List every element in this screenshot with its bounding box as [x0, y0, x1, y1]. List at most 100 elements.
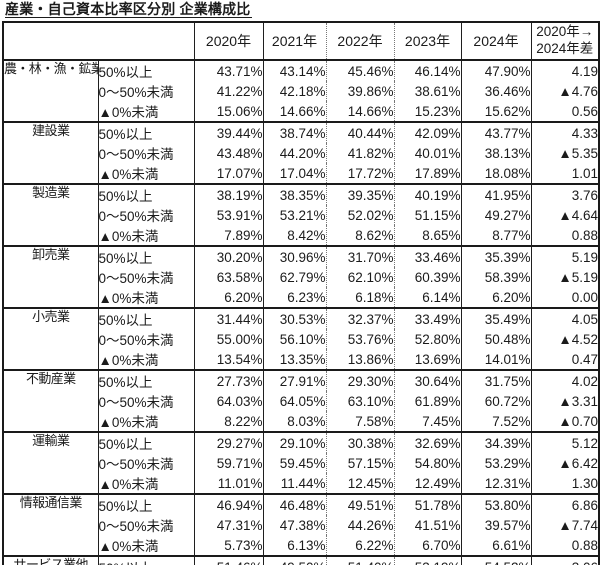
value-cell: 39.86% [325, 81, 394, 101]
value-cell: 36.46% [460, 81, 531, 101]
table-row: ▲0%未満 13.54% 13.35% 13.86% 13.69% 14.01% 0.47 [3, 349, 599, 370]
value-cell: 64.03% [193, 391, 263, 411]
category-cell: 0～50%未満 [97, 81, 194, 101]
diff-cell: ▲4.64 [530, 205, 599, 225]
value-cell: 53.21% [262, 205, 326, 225]
value-cell: 31.75% [460, 369, 531, 391]
title-row: 産業・自己資本比率区分別 企業構成比 [5, 2, 600, 18]
industry-cell: 不動産業 [3, 369, 98, 432]
value-cell: 41.22% [193, 81, 263, 101]
value-cell: 38.35% [262, 183, 326, 205]
diff-header-line2: 2024年差 [536, 41, 594, 56]
diff-cell: ▲0.70 [530, 411, 599, 432]
value-cell: 56.10% [262, 329, 326, 349]
value-cell: 29.30% [325, 369, 394, 391]
industry-equity-ratio-table: 2020年 2021年 2022年 2023年 2024年 2020年→ 202… [2, 21, 600, 565]
header-row: 2020年 2021年 2022年 2023年 2024年 2020年→ 202… [3, 22, 599, 61]
value-cell: 51.78% [393, 493, 461, 515]
table-row: サービス業他50%以上51.46%49.50%51.40%53.19%54.52… [3, 555, 599, 565]
col-header-2021: 2021年 [262, 22, 326, 61]
value-cell: 46.14% [393, 59, 461, 81]
category-cell: ▲0%未満 [97, 535, 194, 556]
value-cell: 38.13% [460, 143, 531, 163]
value-cell: 40.19% [393, 183, 461, 205]
table-row: 0～50%未満 63.58% 62.79% 62.10% 60.39% 58.39% ▲5.… [3, 267, 599, 287]
value-cell: 6.23% [262, 287, 326, 308]
diff-cell: 1.01 [530, 163, 599, 184]
value-cell: 27.73% [193, 369, 263, 391]
value-cell: 45.46% [325, 59, 394, 81]
value-cell: 27.91% [262, 369, 326, 391]
diff-cell: 4.19 [530, 59, 599, 81]
table-row: 製造業 50%以上 38.19% 38.35% 39.35% 40.19% 41.95% 3.… [3, 183, 599, 246]
table-row: 0～50%未満 55.00% 56.10% 53.76% 52.80% 50.48% ▲4.… [3, 329, 599, 349]
value-cell: 6.14% [393, 287, 461, 308]
value-cell: 44.20% [262, 143, 326, 163]
value-cell: 31.44% [193, 307, 263, 329]
value-cell: 47.38% [262, 515, 326, 535]
diff-cell: 0.88 [530, 225, 599, 246]
category-cell: 0～50%未満 [97, 267, 194, 287]
value-cell: 14.66% [325, 101, 394, 122]
value-cell: 38.19% [193, 183, 263, 205]
value-cell: 17.04% [262, 163, 326, 184]
table-row: 情報通信業 50%以上 46.94% 46.48% 49.51% 51.78% 53.80%… [3, 493, 599, 556]
table-row: 小売業 50%以上 31.44% 30.53% 32.37% 33.49% 35.49% 4.… [3, 307, 599, 370]
value-cell: 39.57% [460, 515, 531, 535]
value-cell: 51.40% [325, 555, 394, 565]
col-header-diff: 2020年→ 2024年差 [530, 22, 599, 61]
value-cell: 61.89% [393, 391, 461, 411]
value-cell: 49.50% [262, 555, 326, 565]
value-cell: 46.48% [262, 493, 326, 515]
diff-cell: ▲5.19 [530, 267, 599, 287]
value-cell: 12.31% [460, 473, 531, 494]
category-cell: 0～50%未満 [97, 329, 194, 349]
value-cell: 59.45% [262, 453, 326, 473]
value-cell: 53.80% [460, 493, 531, 515]
value-cell: 29.27% [193, 431, 263, 453]
value-cell: 49.27% [460, 205, 531, 225]
value-cell: 63.58% [193, 267, 263, 287]
value-cell: 17.07% [193, 163, 263, 184]
value-cell: 44.26% [325, 515, 394, 535]
industry-cell: 建設業 [3, 121, 98, 184]
value-cell: 40.01% [393, 143, 461, 163]
diff-cell: 0.47 [530, 349, 599, 370]
category-cell: ▲0%未満 [97, 163, 194, 184]
value-cell: 5.73% [193, 535, 263, 556]
value-cell: 52.80% [393, 329, 461, 349]
category-cell: ▲0%未満 [97, 287, 194, 308]
value-cell: 51.15% [393, 205, 461, 225]
value-cell: 53.76% [325, 329, 394, 349]
value-cell: 7.89% [193, 225, 263, 246]
value-cell: 40.44% [325, 121, 394, 143]
category-cell: ▲0%未満 [97, 101, 194, 122]
value-cell: 38.61% [393, 81, 461, 101]
value-cell: 13.86% [325, 349, 394, 370]
value-cell: 30.64% [393, 369, 461, 391]
value-cell: 39.44% [193, 121, 263, 143]
diff-cell: ▲5.35 [530, 143, 599, 163]
industry-cell: 小売業 [3, 307, 98, 370]
value-cell: 41.82% [325, 143, 394, 163]
value-cell: 15.23% [393, 101, 461, 122]
value-cell: 30.96% [262, 245, 326, 267]
value-cell: 58.39% [460, 267, 531, 287]
category-cell: 0～50%未満 [97, 205, 194, 225]
value-cell: 14.01% [460, 349, 531, 370]
value-cell: 34.39% [460, 431, 531, 453]
value-cell: 30.20% [193, 245, 263, 267]
diff-cell: 4.33 [530, 121, 599, 143]
value-cell: 49.51% [325, 493, 394, 515]
diff-cell: 4.05 [530, 307, 599, 329]
table-row: 0～50%未満 53.91% 53.21% 52.02% 51.15% 49.27% ▲4.… [3, 205, 599, 225]
value-cell: 39.35% [325, 183, 394, 205]
value-cell: 38.74% [262, 121, 326, 143]
value-cell: 42.18% [262, 81, 326, 101]
value-cell: 43.14% [262, 59, 326, 81]
value-cell: 12.49% [393, 473, 461, 494]
value-cell: 13.54% [193, 349, 263, 370]
value-cell: 6.70% [393, 535, 461, 556]
value-cell: 17.72% [325, 163, 394, 184]
table-row: 0～50%未満 47.31% 47.38% 44.26% 41.51% 39.57% ▲7.… [3, 515, 599, 535]
